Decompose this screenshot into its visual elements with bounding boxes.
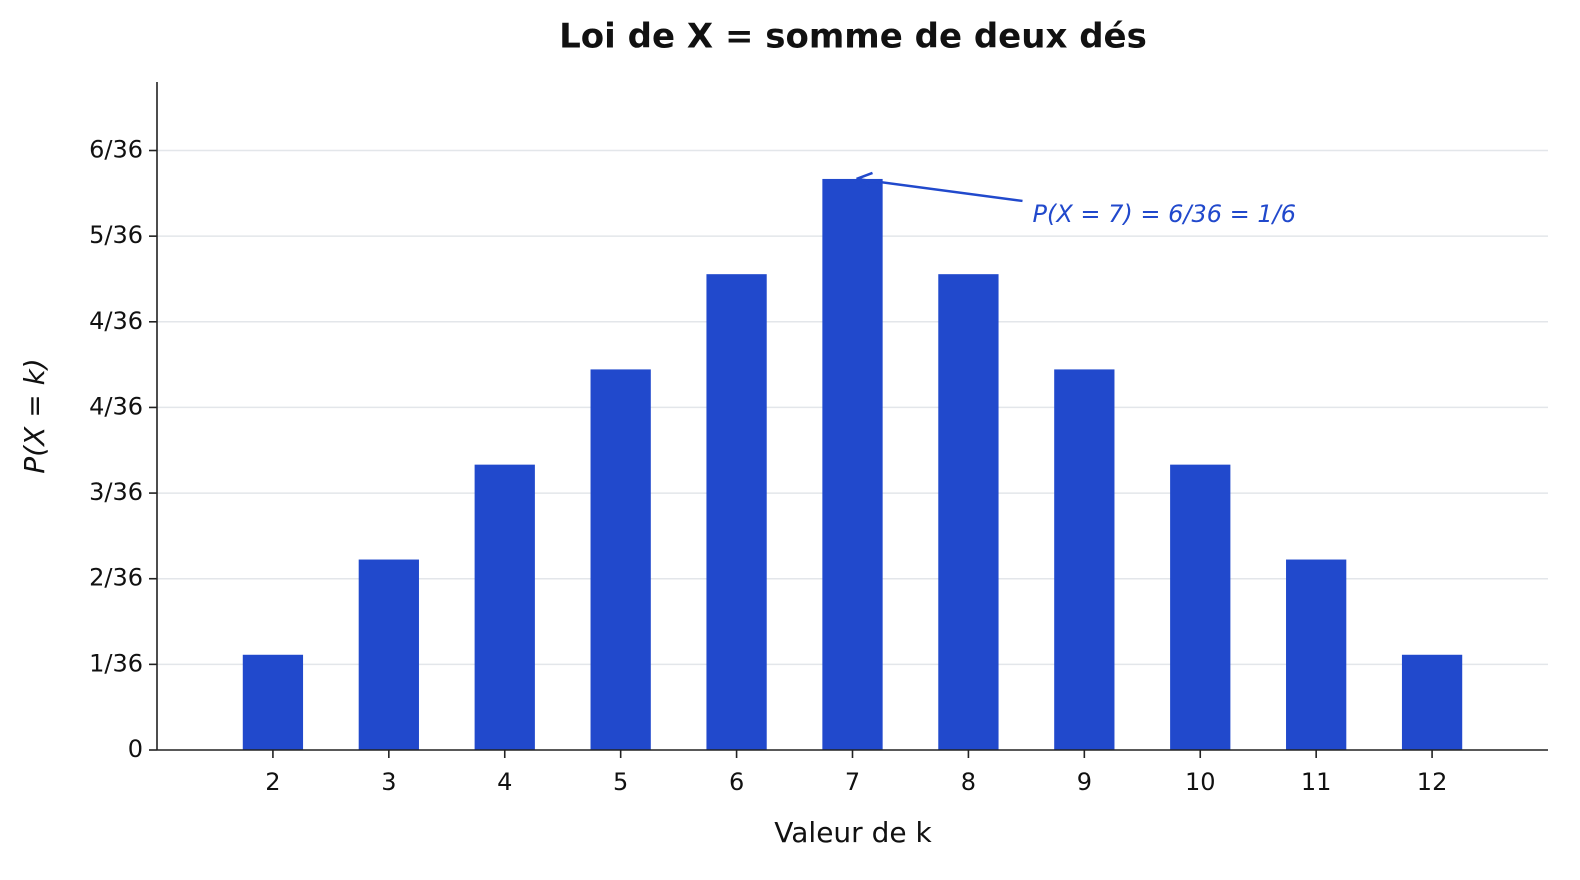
bar <box>1286 559 1347 750</box>
y-tick-label: 0 <box>128 735 143 763</box>
y-tick-label: 1/36 <box>89 649 143 677</box>
y-axis-label: P(X = k) <box>18 358 51 473</box>
bar <box>1401 654 1463 750</box>
x-tick-label: 4 <box>497 768 512 796</box>
bar <box>590 369 651 750</box>
bar <box>822 178 883 750</box>
annotation-arrowhead <box>855 171 873 189</box>
x-tick-label: 3 <box>381 768 396 796</box>
x-tick-label: 5 <box>613 768 628 796</box>
y-tick-label: 6/36 <box>89 136 143 164</box>
x-tick-label: 9 <box>1077 768 1092 796</box>
y-tick-label: 4/36 <box>89 307 143 335</box>
x-tick-label: 7 <box>845 768 860 796</box>
x-tick-label: 6 <box>729 768 744 796</box>
bar <box>706 274 767 750</box>
y-tick-label: 3/36 <box>89 478 143 506</box>
bar <box>358 559 419 750</box>
bar <box>1054 369 1115 750</box>
bar <box>938 274 999 750</box>
annotation: P(X = 7) = 6/36 = 1/6 <box>1033 200 1297 228</box>
x-tick-label: 12 <box>1417 768 1448 796</box>
y-tick-label: 5/36 <box>89 221 143 249</box>
bar <box>474 464 535 750</box>
x-tick-label: 8 <box>961 768 976 796</box>
bar <box>1170 464 1231 750</box>
annotation-arrow <box>856 177 1023 203</box>
chart-title: Loi de X = somme de deux dés <box>559 17 1147 57</box>
bar <box>242 654 304 750</box>
x-tick-label: 10 <box>1185 768 1216 796</box>
y-tick-label: 4/36 <box>89 392 143 420</box>
y-tick-label: 2/36 <box>89 564 143 592</box>
x-axis-label: Valeur de k <box>774 816 932 849</box>
x-tick-label: 2 <box>265 768 280 796</box>
x-tick-label: 11 <box>1301 768 1332 796</box>
